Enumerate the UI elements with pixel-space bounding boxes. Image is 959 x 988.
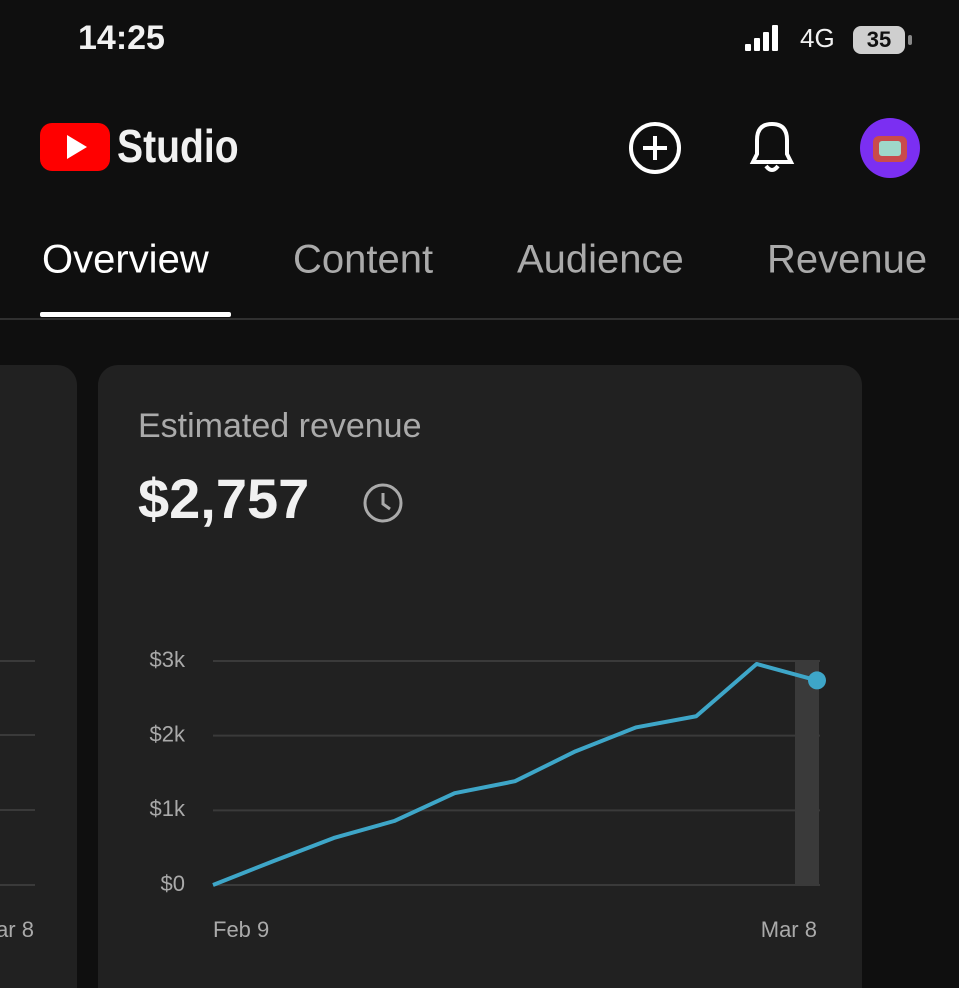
partial-x-label: Mar 8 — [0, 917, 34, 942]
logo-play — [67, 135, 87, 159]
tab[interactable]: Revenue — [767, 238, 927, 282]
notifications-button[interactable] — [749, 121, 795, 172]
tab-indicator — [40, 312, 231, 317]
avatar-art-screen — [879, 141, 901, 156]
hover-highlight — [795, 661, 819, 885]
tab[interactable]: Overview — [42, 238, 209, 282]
card-title: Estimated revenue — [138, 407, 422, 445]
y-tick-label: $2k — [150, 721, 186, 746]
battery-level: 35 — [867, 27, 891, 52]
last-point — [808, 671, 826, 690]
battery-tip — [908, 35, 912, 45]
clock-icon — [363, 483, 403, 523]
x-tick-label: Mar 8 — [761, 917, 817, 942]
y-tick-label: $1k — [150, 796, 186, 821]
status-time: 14:25 — [78, 19, 165, 57]
battery-icon — [853, 26, 905, 54]
app-title: Studio — [117, 121, 239, 173]
tab[interactable]: Content — [293, 238, 433, 282]
create-button[interactable] — [629, 122, 681, 174]
revenue-card[interactable] — [98, 365, 862, 988]
partial-grid — [0, 660, 35, 886]
revenue-line — [212, 661, 818, 887]
signal-icon — [745, 25, 778, 51]
x-tick-label: Feb 9 — [213, 917, 269, 942]
partial-card[interactable] — [0, 365, 77, 988]
card-total: $2,757 — [138, 467, 309, 530]
tab[interactable]: Audience — [517, 238, 684, 282]
y-tick-label: $0 — [161, 871, 185, 896]
y-tick-label: $3k — [150, 647, 186, 672]
network-label: 4G — [800, 23, 835, 53]
